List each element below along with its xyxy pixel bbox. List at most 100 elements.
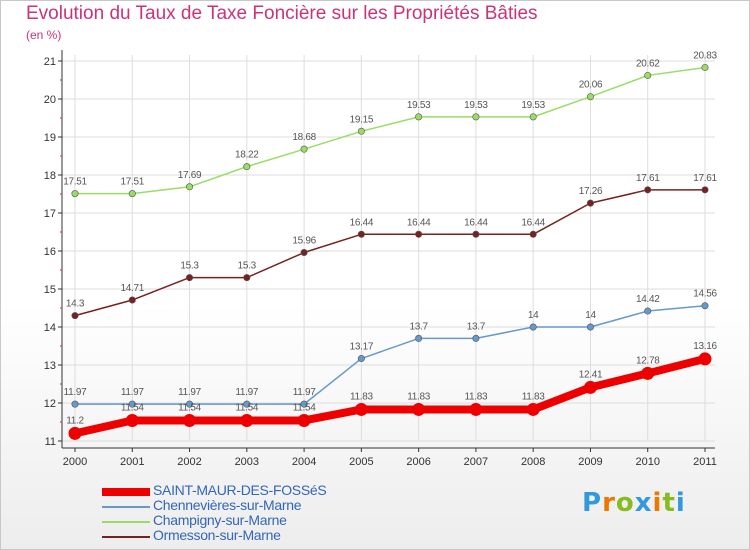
data-point [586, 323, 594, 331]
y-tick-label: 20 [44, 94, 56, 106]
data-label: 11.54 [293, 402, 317, 413]
logo-letter: x [634, 488, 653, 518]
logo-letter: o [615, 488, 635, 518]
series-line [71, 354, 709, 438]
data-label: 17.51 [63, 177, 87, 188]
data-point [644, 307, 652, 315]
x-tick-label: 2001 [120, 456, 144, 468]
data-point [71, 400, 79, 408]
data-point [71, 312, 79, 320]
y-tick-label: 15 [44, 284, 56, 296]
y-tick-label: 18 [44, 170, 56, 182]
data-label: 20.06 [579, 80, 603, 91]
data-label: 19.53 [464, 100, 488, 111]
data-point [243, 274, 251, 282]
x-tick-label: 2011 [693, 456, 717, 468]
data-point [243, 400, 251, 408]
data-label: 11.83 [522, 391, 546, 402]
data-point [68, 426, 82, 440]
data-label: 13.17 [350, 342, 374, 353]
data-point [586, 199, 594, 207]
x-tick-label: 2007 [464, 456, 488, 468]
data-point [529, 323, 537, 331]
data-label: 17.61 [636, 173, 660, 184]
data-label: 12.78 [636, 355, 660, 366]
data-label: 11.83 [407, 391, 431, 402]
series-line [74, 304, 706, 405]
data-label: 11.2 [66, 415, 84, 426]
logo-letter: r [602, 488, 616, 518]
data-label: 16.44 [407, 217, 431, 228]
data-point [128, 190, 136, 198]
data-point [472, 230, 480, 238]
data-label: 11.97 [121, 387, 145, 398]
x-tick-label: 2009 [578, 456, 602, 468]
data-label: 11.54 [235, 402, 259, 413]
data-point [357, 230, 365, 238]
data-label: 11.83 [350, 391, 374, 402]
data-point [472, 334, 480, 342]
chart-unit: (en %) [26, 28, 62, 42]
legend-swatch [102, 488, 150, 496]
data-point [644, 186, 652, 194]
data-label: 18.68 [292, 132, 316, 143]
data-point [698, 352, 712, 366]
data-label: 19.53 [521, 100, 545, 111]
x-tick-label: 2006 [406, 456, 430, 468]
x-tick-label: 2005 [349, 456, 373, 468]
data-label: 20.83 [693, 50, 717, 61]
data-label: 13.7 [467, 321, 486, 332]
data-label: 11.97 [178, 387, 202, 398]
data-point [128, 400, 136, 408]
data-label: 15.3 [238, 261, 257, 272]
legend-label: Chennevières-sur-Marne [153, 497, 302, 513]
legend-swatch [102, 521, 150, 523]
data-label: 14 [528, 310, 539, 321]
data-label: 17.26 [579, 186, 603, 197]
x-tick-label: 2004 [292, 456, 316, 468]
x-tick-label: 2008 [521, 456, 545, 468]
data-point [183, 413, 197, 427]
x-tick-label: 2000 [63, 456, 87, 468]
data-label: 14.71 [121, 283, 145, 294]
y-tick-label: 17 [44, 208, 56, 220]
series-line [74, 66, 706, 195]
data-point [357, 355, 365, 363]
legend-swatch [102, 506, 150, 508]
data-label: 14.3 [66, 299, 85, 310]
y-tick-label: 21 [44, 56, 56, 68]
data-point [240, 413, 254, 427]
data-point [644, 71, 652, 79]
data-label: 14.42 [636, 294, 660, 305]
data-point [472, 113, 480, 121]
data-point [469, 402, 483, 416]
legend-label: Champigny-sur-Marne [153, 512, 287, 528]
logo-letter: P [582, 488, 603, 518]
x-tick-label: 2010 [635, 456, 659, 468]
data-label: 11.54 [178, 402, 202, 413]
data-label: 11.54 [121, 402, 145, 413]
logo-letter: i [652, 488, 663, 518]
data-label: 11.97 [64, 387, 88, 398]
logo-letter: t [662, 488, 676, 518]
logo-letter: i [675, 488, 686, 518]
data-point [354, 402, 368, 416]
data-point [186, 400, 194, 408]
data-label: 14 [585, 310, 596, 321]
data-point [300, 400, 308, 408]
data-point [526, 402, 540, 416]
y-tick-label: 19 [44, 132, 56, 144]
data-label: 16.44 [464, 217, 488, 228]
data-label: 15.3 [180, 261, 199, 272]
y-tick-label: 11 [45, 436, 56, 448]
y-tick-label: 13 [44, 360, 56, 372]
data-label: 13.16 [693, 341, 717, 352]
data-label: 14.56 [693, 289, 717, 300]
data-point [586, 93, 594, 101]
line-chart: 11 12 13 14 15 16 17 18 19 20 21 2000 2001 2002 2003 20… [44, 50, 718, 468]
data-label: 19.15 [350, 114, 374, 125]
y-tick-label: 16 [44, 246, 56, 258]
data-label: 19.53 [407, 100, 431, 111]
data-point [583, 380, 597, 394]
